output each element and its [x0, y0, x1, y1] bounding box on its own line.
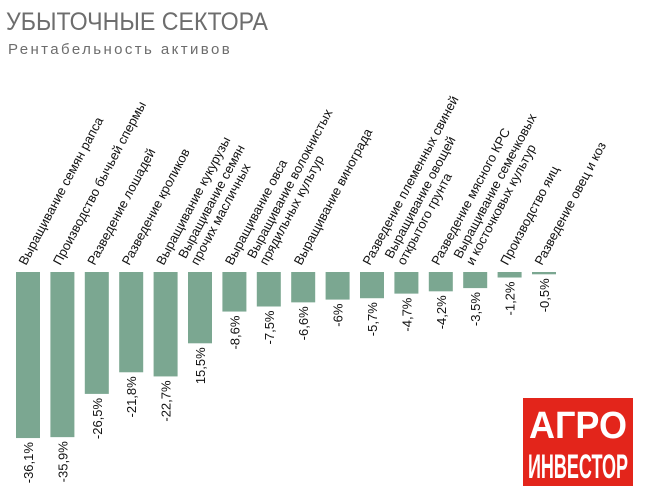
- bar: [153, 272, 178, 377]
- value-label: -22,7%: [159, 380, 174, 422]
- bar: [463, 272, 488, 289]
- bar: [84, 272, 109, 394]
- value-label: -3,5%: [468, 292, 483, 326]
- logo: АГРО ИНВЕСТОР: [523, 398, 633, 486]
- bar: [119, 272, 144, 373]
- value-label: -35,9%: [55, 441, 70, 483]
- value-label: -4,7%: [399, 297, 414, 331]
- value-label: -4,2%: [434, 295, 449, 329]
- value-label: -5,7%: [365, 302, 380, 336]
- bar: [394, 272, 419, 294]
- chart-title: УБЫТОЧНЫЕ СЕКТОРА: [6, 8, 268, 36]
- bar: [360, 272, 384, 299]
- bar: [188, 272, 212, 344]
- logo-text: АГРО: [529, 405, 627, 447]
- bar: [532, 272, 556, 275]
- logo-box: [523, 398, 633, 486]
- value-label: -36,1%: [21, 442, 36, 484]
- value-label: -6%: [331, 303, 346, 327]
- bar: [256, 272, 281, 307]
- value-label: -6,6%: [296, 306, 311, 340]
- category-label-line: Выращивание волокнистых: [244, 106, 336, 261]
- chart-subtitle: Рентабельность активов: [8, 41, 232, 58]
- value-label: -26,5%: [90, 397, 105, 439]
- bar: [50, 272, 75, 438]
- value-label: -8,6%: [227, 315, 242, 349]
- value-label: -0,5%: [537, 278, 552, 312]
- bar: [291, 272, 316, 303]
- bar: [325, 272, 350, 300]
- logo-text: ИНВЕСТОР: [528, 448, 628, 486]
- bar: [16, 272, 40, 439]
- bar: [222, 272, 247, 312]
- value-label: 15,5%: [193, 347, 208, 384]
- value-label: -1,2%: [503, 281, 518, 315]
- value-label: -21,8%: [124, 376, 139, 418]
- bar: [497, 272, 522, 278]
- bar: [428, 272, 453, 292]
- value-label: -7,5%: [262, 310, 277, 344]
